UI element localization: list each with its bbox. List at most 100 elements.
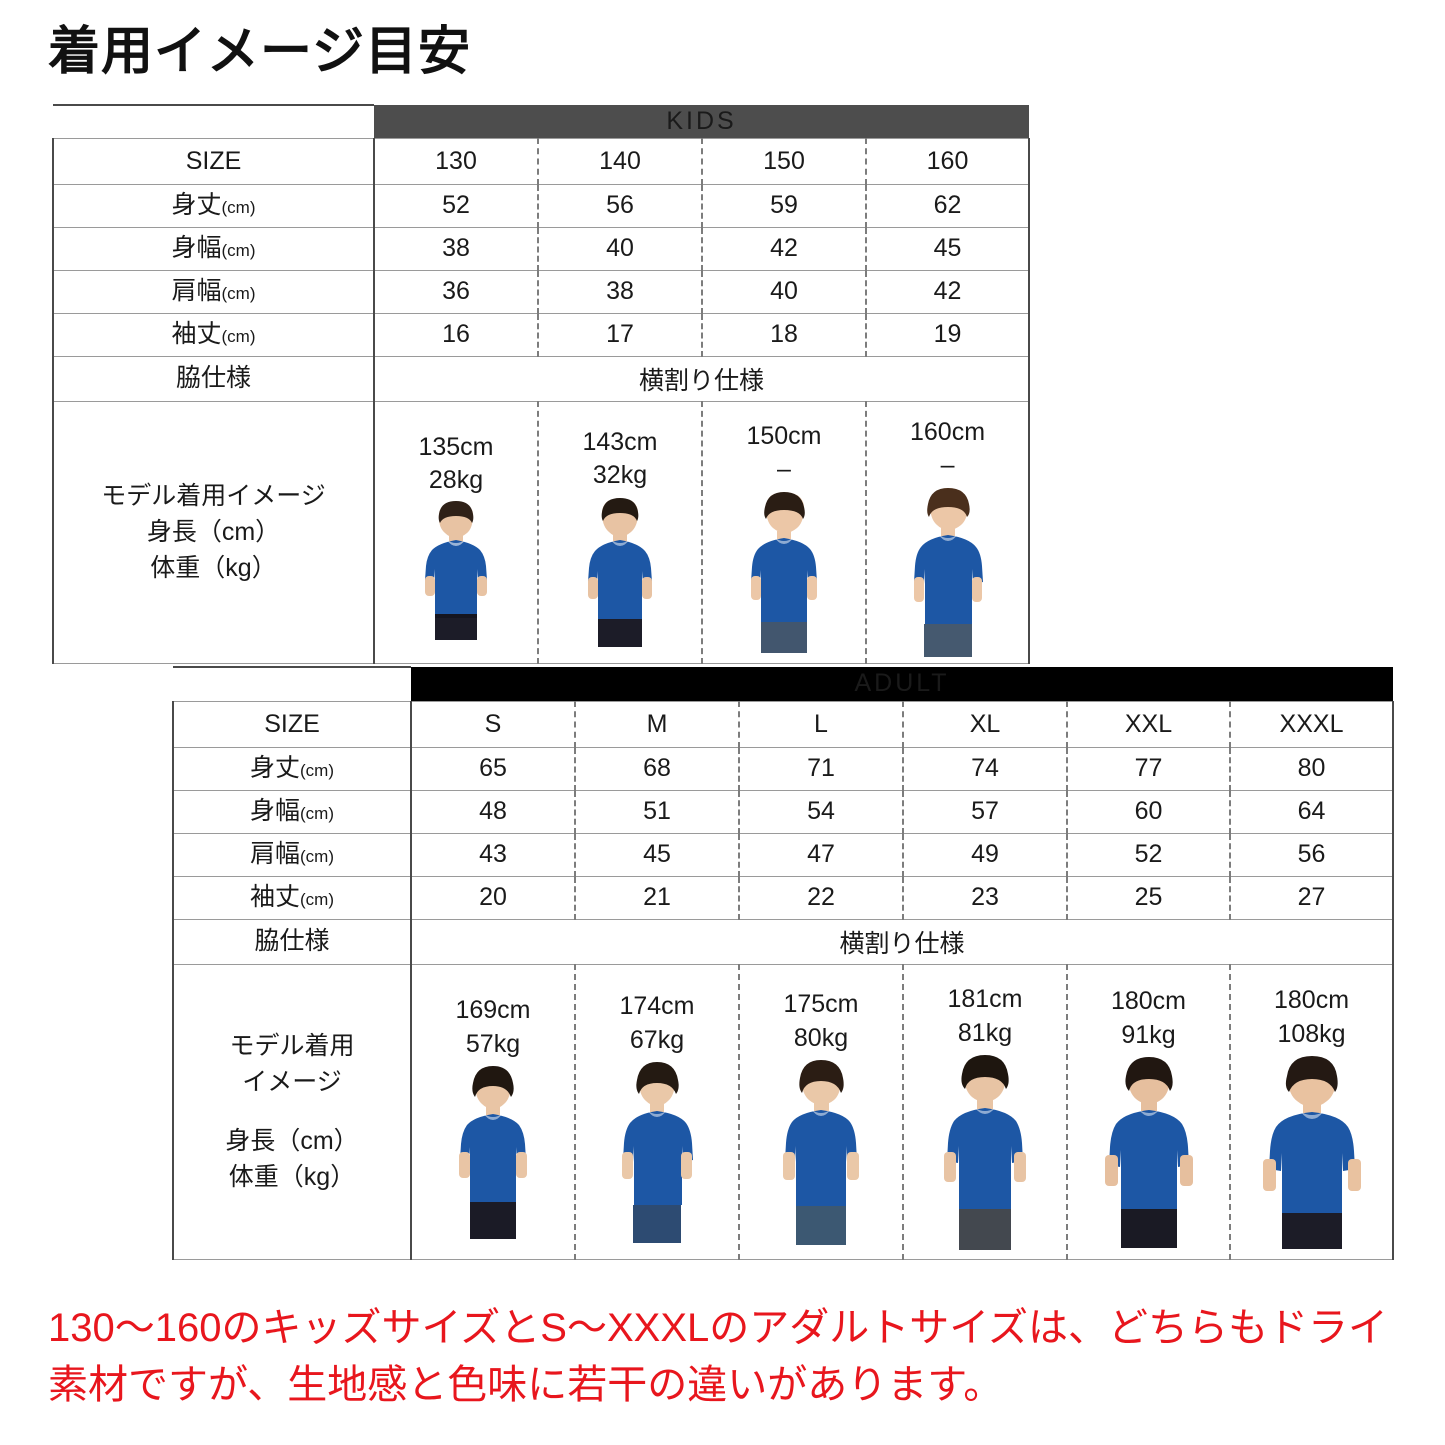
adult-cell-3-1: 21: [574, 875, 739, 920]
adult-cell-2-4: 52: [1066, 832, 1230, 877]
kids-size-160: 160: [864, 137, 1031, 185]
adult-row-unit-3: (cm): [300, 890, 334, 910]
adult-cell-0-4: 77: [1066, 746, 1230, 791]
kids-cell-0-0: 52: [374, 183, 538, 228]
kids-model-height-2: 150cm: [746, 421, 822, 450]
adult-cell-2-5: 56: [1228, 832, 1395, 877]
table-row: 身幅(cm) 48 51 54 57 60 64: [172, 789, 1395, 834]
table-row: 袖丈(cm) 20 21 22 23 25 27: [172, 875, 1395, 920]
adult-model-figure-4: [1068, 1052, 1229, 1252]
adult-cell-0-1: 68: [574, 746, 739, 791]
adult-model-weight-1: 67kg: [629, 1025, 685, 1054]
adult-model-weight-2: 80kg: [793, 1023, 849, 1052]
adult-cell-1-0: 48: [411, 789, 575, 834]
adult-model-label-line-2: 身長（cm）: [225, 1126, 359, 1155]
adult-header-spacer: [173, 666, 411, 702]
adult-cell-0-0: 65: [411, 746, 575, 791]
table-row: 肩幅(cm) 36 38 40 42: [52, 269, 1031, 314]
kids-cell-2-1: 38: [537, 269, 702, 314]
adult-cell-2-1: 45: [574, 832, 739, 877]
kids-row-label-2: 肩幅(cm): [52, 269, 375, 314]
kids-spec-row: 脇仕様 横割り仕様: [52, 355, 1031, 402]
footnote-text: 130〜160のキッズサイズとS〜XXXLのアダルトサイズは、どちらもドライ素材…: [48, 1306, 1389, 1407]
adult-cell-3-2: 22: [738, 875, 903, 920]
kids-model-label: モデル着用イメージ 身長（cm） 体重（kg）: [52, 400, 375, 664]
kids-row-label-text-2: 肩幅: [171, 277, 222, 306]
adult-model-weight-3: 81kg: [957, 1018, 1013, 1047]
adult-model-meta-0: 169cm 57kg: [412, 980, 574, 1062]
adult-size-s: S: [411, 700, 575, 748]
kids-size-130: 130: [374, 137, 538, 185]
adult-model-height-3: 181cm: [947, 984, 1023, 1013]
adult-cell-0-2: 71: [738, 746, 903, 791]
kids-model-label-line-0: モデル着用イメージ: [101, 481, 326, 510]
adult-row-label-text-0: 身丈: [250, 754, 301, 783]
adult-model-cell-2: 175cm 80kg: [738, 963, 903, 1260]
kids-row-unit-1: (cm): [221, 241, 256, 261]
kids-row-label-1: 身幅(cm): [52, 226, 375, 271]
adult-model-figure-1: [576, 1057, 738, 1247]
kids-row-label-text-3: 袖丈: [171, 320, 222, 349]
adult-model-height-5: 180cm: [1274, 985, 1350, 1014]
table-row: 身幅(cm) 38 40 42 45: [52, 226, 1031, 271]
adult-model-figure-5: [1231, 1051, 1392, 1253]
adult-model-meta-5: 180cm 108kg: [1231, 970, 1392, 1052]
adult-spec-value: 横割り仕様: [411, 918, 1395, 965]
table-row: 身丈(cm) 65 68 71 74 77 80: [172, 746, 1395, 791]
adult-model-weight-0: 57kg: [465, 1029, 521, 1058]
kids-model-cell-3: 160cm –: [864, 400, 1031, 664]
adult-model-height-2: 175cm: [783, 989, 859, 1018]
adult-row-unit-0: (cm): [300, 761, 334, 781]
kids-row-unit-3: (cm): [221, 327, 256, 347]
adult-spec-label: 脇仕様: [172, 918, 412, 965]
kids-model-label-line-2: 体重（kg）: [150, 554, 277, 583]
adult-size-table: ADULT SIZE S M L XL XXL XXXL 身丈(cm) 65 6…: [172, 666, 1395, 1260]
adult-size-xxxl: XXXL: [1228, 700, 1395, 748]
adult-model-meta-1: 174cm 67kg: [576, 976, 738, 1058]
adult-model-cell-5: 180cm 108kg: [1228, 963, 1395, 1260]
adult-cell-3-0: 20: [411, 875, 575, 920]
adult-model-meta-2: 175cm 80kg: [740, 974, 902, 1056]
adult-model-weight-5: 108kg: [1277, 1019, 1346, 1048]
kids-row-label-0: 身丈(cm): [52, 183, 375, 228]
adult-size-xxl: XXL: [1066, 700, 1230, 748]
kids-cell-1-1: 40: [537, 226, 702, 271]
adult-cell-3-5: 27: [1228, 875, 1395, 920]
adult-model-height-1: 174cm: [619, 991, 695, 1020]
table-row: 身丈(cm) 52 56 59 62: [52, 183, 1031, 228]
kids-cell-0-3: 62: [864, 183, 1031, 228]
table-row: 袖丈(cm) 16 17 18 19: [52, 312, 1031, 357]
adult-model-cell-4: 180cm 91kg: [1066, 963, 1230, 1260]
adult-size-label: SIZE: [172, 700, 412, 748]
kids-spec-value: 横割り仕様: [374, 355, 1031, 402]
kids-row-label-text-1: 身幅: [171, 234, 222, 263]
adult-model-figure-2: [740, 1055, 902, 1249]
adult-cell-0-5: 80: [1228, 746, 1395, 791]
kids-model-figure-2: [703, 487, 865, 659]
kids-cell-3-2: 18: [701, 312, 866, 357]
adult-row-label-3: 袖丈(cm): [172, 875, 412, 920]
adult-cell-1-5: 64: [1228, 789, 1395, 834]
kids-model-cell-1: 143cm 32kg: [537, 400, 702, 664]
kids-model-meta-2: 150cm –: [703, 406, 865, 488]
kids-model-height-3: 160cm: [910, 417, 986, 446]
adult-row-unit-2: (cm): [300, 847, 334, 867]
kids-model-row: モデル着用イメージ 身長（cm） 体重（kg） 135cm 28kg: [52, 400, 1031, 664]
adult-cell-2-3: 49: [902, 832, 1067, 877]
adult-cell-1-3: 57: [902, 789, 1067, 834]
adult-size-l: L: [738, 700, 903, 748]
kids-model-figure-1: [539, 493, 701, 653]
kids-cell-2-2: 40: [701, 269, 866, 314]
kids-model-weight-3: –: [940, 451, 955, 480]
adult-size-row: SIZE S M L XL XXL XXXL: [172, 700, 1395, 748]
kids-size-label: SIZE: [52, 137, 375, 185]
kids-size-table: KIDS SIZE 130 140 150 160 身丈(cm) 52 56 5…: [52, 104, 1031, 664]
kids-cell-2-0: 36: [374, 269, 538, 314]
adult-row-label-1: 身幅(cm): [172, 789, 412, 834]
page-title: 着用イメージ目安: [48, 23, 471, 81]
adult-model-label-line-1: イメージ: [242, 1068, 342, 1097]
kids-model-cell-2: 150cm –: [701, 400, 866, 664]
adult-model-row: モデル着用 イメージ 身長（cm） 体重（kg） 169cm 57kg: [172, 963, 1395, 1260]
kids-model-cell-0: 135cm 28kg: [374, 400, 538, 664]
adult-size-m: M: [574, 700, 739, 748]
